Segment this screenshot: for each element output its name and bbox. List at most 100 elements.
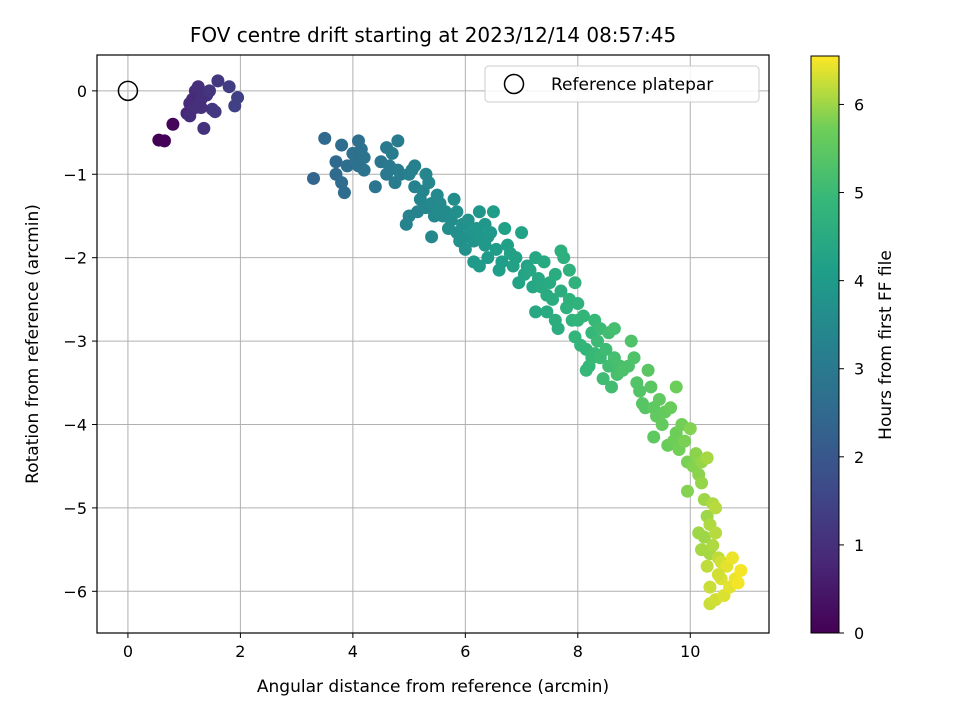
- data-point: [486, 205, 500, 219]
- data-point: [357, 163, 371, 177]
- data-point: [545, 292, 559, 306]
- colorbar-tick-label: 3: [854, 360, 864, 379]
- colorbar-ticks: 0 1 2 3 4 5 6: [839, 95, 864, 643]
- colorbar-label: Hours from first FF file: [876, 250, 896, 440]
- data-point: [652, 392, 666, 406]
- data-point: [202, 84, 216, 98]
- data-point: [329, 155, 343, 169]
- data-point: [318, 131, 332, 145]
- x-tick-label: 2: [235, 642, 245, 661]
- data-point: [596, 372, 610, 386]
- data-point: [458, 242, 472, 256]
- data-point: [655, 417, 669, 431]
- grid-lines: [97, 55, 769, 633]
- data-point: [498, 221, 512, 235]
- data-point: [447, 192, 461, 206]
- y-tick-label: −1: [63, 165, 87, 184]
- y-tick-label: −6: [63, 582, 87, 601]
- legend: Reference platepar: [484, 65, 760, 103]
- data-point: [509, 251, 523, 265]
- data-point: [231, 91, 245, 105]
- data-point: [725, 551, 739, 565]
- data-point: [183, 109, 197, 123]
- data-point: [644, 380, 658, 394]
- data-point: [647, 430, 661, 444]
- data-point: [478, 238, 492, 252]
- colorbar-tick-label: 5: [854, 184, 864, 203]
- data-point: [692, 526, 706, 540]
- data-point: [523, 263, 537, 277]
- data-point: [590, 334, 604, 348]
- data-point: [709, 501, 723, 515]
- data-point: [489, 242, 503, 256]
- data-point: [197, 121, 211, 135]
- data-point: [408, 159, 422, 173]
- data-point: [562, 263, 576, 277]
- x-tick-label: 6: [460, 642, 470, 661]
- data-point: [337, 186, 351, 200]
- y-tick-label: −2: [63, 249, 87, 268]
- reference-marker: [117, 80, 139, 102]
- data-point: [557, 251, 571, 265]
- colorbar: 0 1 2 3 4 5 6 Hours from first FF file: [810, 55, 896, 643]
- data-point: [548, 267, 562, 281]
- data-point: [695, 543, 709, 557]
- colorbar-tick-label: 0: [854, 624, 864, 643]
- data-point: [624, 334, 638, 348]
- data-point: [422, 176, 436, 190]
- data-point: [678, 434, 692, 448]
- legend-entry-reference-platepar: Reference platepar: [551, 75, 713, 95]
- data-point: [208, 105, 222, 119]
- x-tick-label: 8: [573, 642, 583, 661]
- data-point: [368, 180, 382, 194]
- data-point: [191, 80, 205, 94]
- colorbar-gradient: [810, 55, 840, 634]
- data-point: [571, 297, 585, 311]
- colorbar-tick-label: 6: [854, 95, 864, 114]
- data-point: [495, 255, 509, 269]
- data-point: [554, 284, 568, 298]
- x-axis-ticks: 0 2 4 6 8 10: [123, 633, 700, 661]
- data-point: [540, 305, 554, 319]
- data-point: [633, 384, 647, 398]
- data-point: [703, 580, 717, 594]
- data-point: [568, 276, 582, 290]
- x-tick-label: 10: [680, 642, 700, 661]
- data-point: [307, 171, 321, 185]
- data-point: [709, 526, 723, 540]
- data-point: [664, 401, 678, 415]
- data-point: [357, 151, 371, 165]
- y-axis-label: Rotation from reference (arcmin): [23, 204, 43, 484]
- data-point: [472, 205, 486, 219]
- data-point: [627, 351, 641, 365]
- data-point: [680, 484, 694, 498]
- data-point: [425, 230, 439, 244]
- data-point: [695, 476, 709, 490]
- data-point: [711, 568, 725, 582]
- data-point: [551, 322, 565, 336]
- y-axis-ticks: 0 −1 −2 −3 −4 −5 −6: [63, 82, 97, 601]
- data-point: [607, 322, 621, 336]
- data-point: [450, 205, 464, 219]
- data-point: [734, 563, 748, 577]
- data-point: [484, 226, 498, 240]
- data-point: [157, 134, 171, 148]
- data-point: [472, 259, 486, 273]
- x-tick-label: 4: [348, 642, 358, 661]
- data-point: [222, 80, 236, 94]
- data-point: [576, 309, 590, 323]
- data-point: [641, 363, 655, 377]
- data-point: [194, 101, 208, 115]
- plot-frame: [96, 54, 770, 634]
- data-point: [335, 176, 349, 190]
- data-point: [537, 255, 551, 269]
- x-axis-label: Angular distance from reference (arcmin): [257, 677, 609, 697]
- colorbar-tick-label: 1: [854, 536, 864, 555]
- data-point: [683, 422, 697, 436]
- colorbar-tick-label: 4: [854, 272, 864, 291]
- reference-point: [117, 80, 139, 102]
- data-point: [706, 538, 720, 552]
- x-tick-label: 0: [123, 642, 133, 661]
- y-tick-label: 0: [77, 82, 87, 101]
